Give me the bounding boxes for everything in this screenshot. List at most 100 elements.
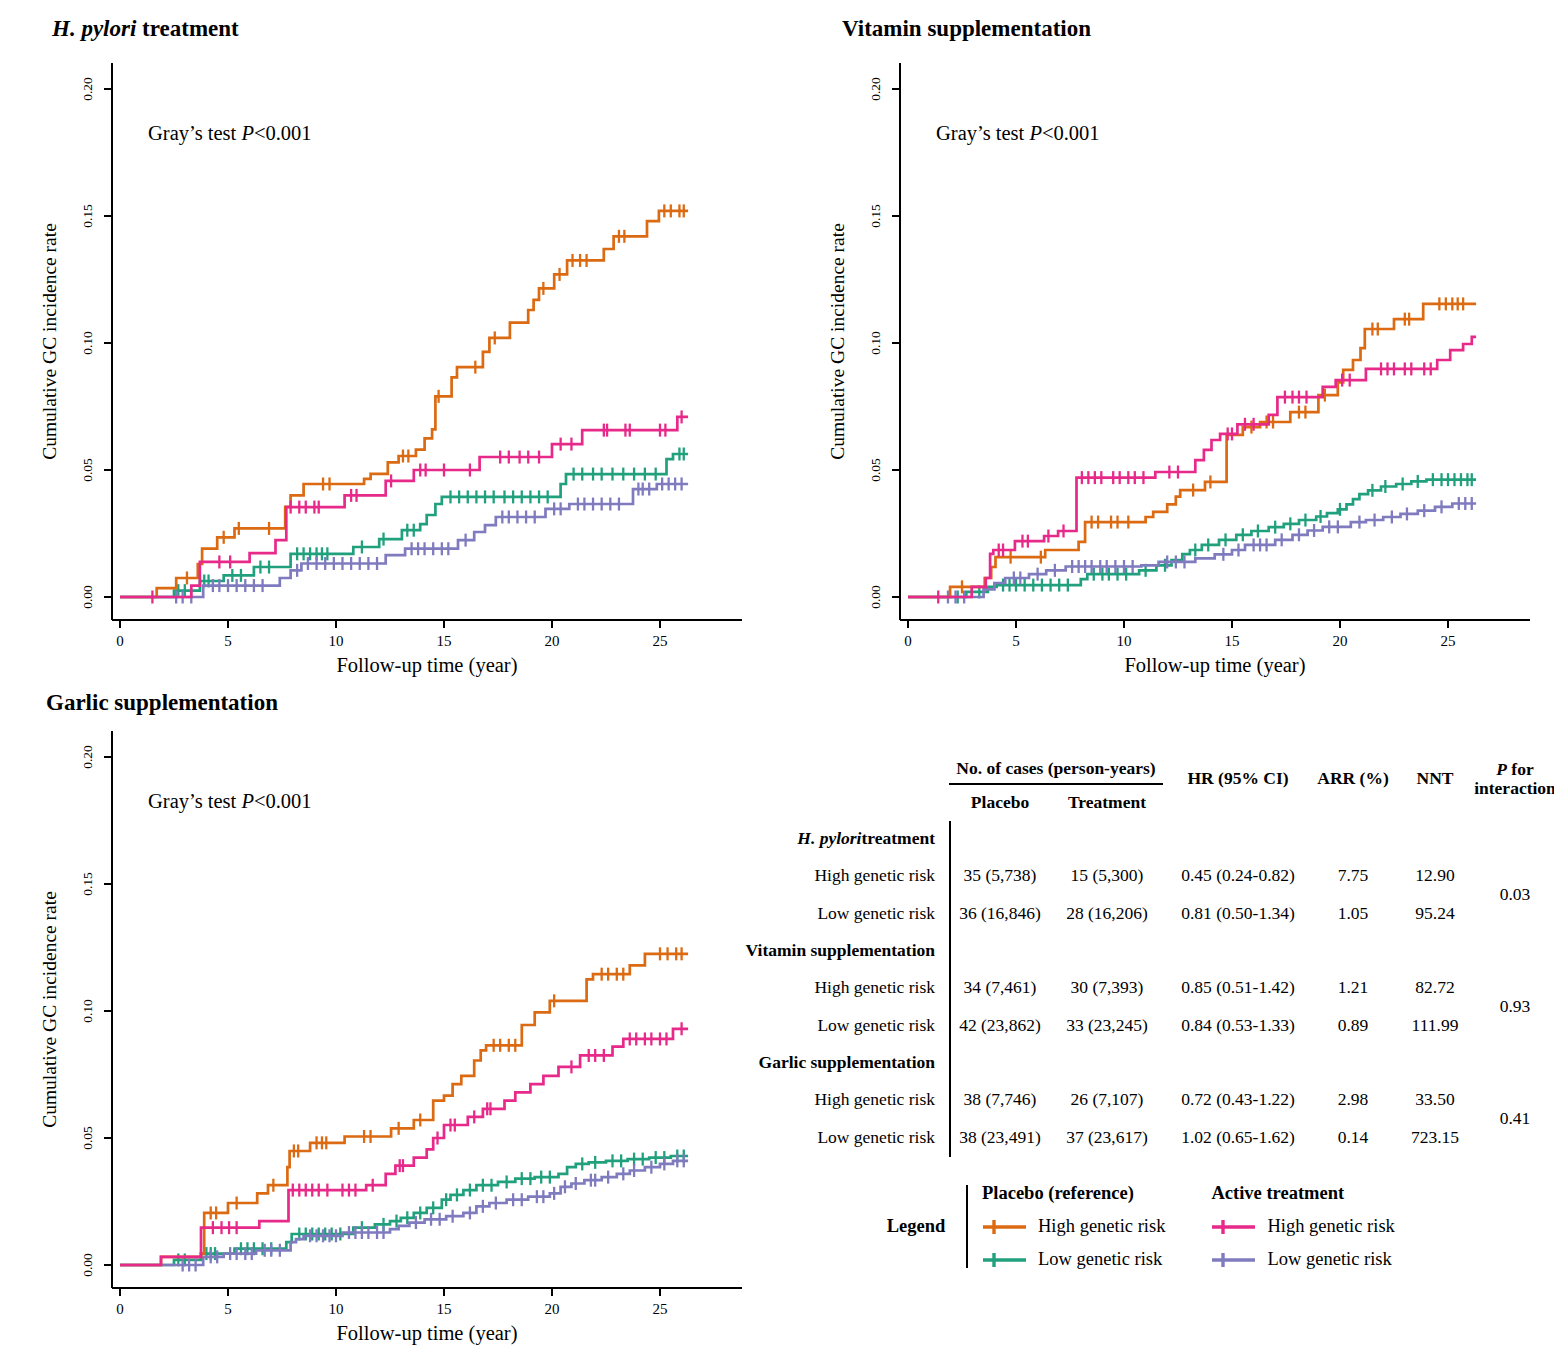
y-tick-label: 0.05 (868, 458, 883, 482)
y-tick-label: 0.10 (80, 999, 95, 1023)
series-curve-placebo_low (908, 480, 1476, 597)
y-tick-label: 0.10 (80, 331, 95, 355)
y-tick-label: 0.20 (80, 77, 95, 101)
table-cell-hr: 0.85 (0.51-1.42) (1163, 969, 1313, 1007)
table-row-label: High genetic risk (753, 969, 949, 1007)
x-tick-label: 15 (437, 633, 452, 649)
x-tick-label: 25 (1441, 633, 1456, 649)
chart-garlic: 0.00 0.05 0.10 0.15 0.20 0 5 10 15 20 25 Cumulative… (30, 668, 770, 1354)
table-cell-placebo: 36 (16,846) (949, 895, 1051, 933)
legend-item-label: Low genetic risk (1267, 1249, 1391, 1270)
table-cell-hr: 0.84 (0.53-1.33) (1163, 1007, 1313, 1045)
x-tick-label: 0 (116, 1301, 124, 1317)
table-header-placebo: Placebo (949, 785, 1051, 821)
table-cell-arr: 0.14 (1313, 1119, 1393, 1157)
legend-swatch-active_high (1211, 1219, 1257, 1235)
table-row-label: High genetic risk (753, 857, 949, 895)
legend-group-header: Placebo (reference) (982, 1183, 1165, 1204)
table-cell-hr: 0.45 (0.24-0.82) (1163, 857, 1313, 895)
legend-group-header: Active treatment (1211, 1183, 1394, 1204)
table-cell-treatment: 15 (5,300) (1051, 857, 1163, 895)
x-tick-label: 15 (437, 1301, 452, 1317)
chart-vitamin: 0.000.050.100.150.200510152025Cumulative… (818, 0, 1554, 690)
censor-marks-placebo_high (211, 947, 682, 1219)
y-tick-label: 0.20 (80, 745, 95, 769)
y-tick-label: 0.00 (80, 1253, 95, 1277)
x-tick-label: 20 (545, 1301, 560, 1317)
y-axis-label: Cumulative GC incidence rate (827, 223, 848, 460)
y-tick-label: 0.05 (80, 458, 95, 482)
table-cell-treatment: 28 (16,206) (1051, 895, 1163, 933)
y-tick-label: 0.15 (868, 204, 883, 228)
figure-canvas: H. pylori treatment Vitamin supplementat… (0, 0, 1554, 1354)
legend-group: Placebo (reference)High genetic riskLow … (982, 1183, 1165, 1270)
table-cell-arr: 7.75 (1313, 857, 1393, 895)
legend-item: Low genetic risk (982, 1249, 1165, 1270)
x-tick-label: 20 (1333, 633, 1348, 649)
grays-test-annotation: Gray’s test P<0.001 (148, 122, 312, 145)
x-tick-label: 10 (329, 633, 344, 649)
table-cell-placebo: 42 (23,862) (949, 1007, 1051, 1045)
y-tick-label: 0.05 (80, 1126, 95, 1150)
table-cell-placebo: 34 (7,461) (949, 969, 1051, 1007)
legend-swatch-placebo_low (982, 1252, 1028, 1268)
results-table: No. of cases (person-years)PlaceboTreatm… (753, 737, 1553, 1157)
series-curve-placebo_high (120, 211, 688, 597)
grays-test-annotation: Gray’s test P<0.001 (936, 122, 1100, 145)
table-row-label: High genetic risk (753, 1081, 949, 1119)
table-header-cases: No. of cases (person-years) (949, 737, 1163, 785)
table-cell-nnt: 95.24 (1393, 895, 1477, 933)
x-tick-label: 0 (116, 633, 124, 649)
table-row-label: Low genetic risk (753, 895, 949, 933)
table-cell-treatment: 30 (7,393) (1051, 969, 1163, 1007)
y-axis-label: Cumulative GC incidence rate (39, 223, 60, 460)
table-cell-arr: 1.21 (1313, 969, 1393, 1007)
table-row-label: Low genetic risk (753, 1119, 949, 1157)
table-header-hr: HR (95% CI) (1163, 737, 1313, 821)
x-tick-label: 5 (224, 633, 232, 649)
table-header-treatment: Treatment (1051, 785, 1163, 821)
y-tick-label: 0.20 (868, 77, 883, 101)
table-header-arr: ARR (%) (1313, 737, 1393, 821)
chart-hpylori: 0.000.050.100.150.200510152025Cumulative… (30, 0, 770, 690)
y-tick-label: 0.15 (80, 204, 95, 228)
x-tick-label: 10 (329, 1301, 344, 1317)
x-tick-label: 15 (1225, 633, 1240, 649)
table-cell-arr: 0.89 (1313, 1007, 1393, 1045)
legend-swatch-active_low (1211, 1252, 1257, 1268)
table-cell-placebo: 38 (7,746) (949, 1081, 1051, 1119)
table-cell-placebo: 35 (5,738) (949, 857, 1051, 895)
x-tick-label: 25 (653, 1301, 668, 1317)
y-tick-label: 0.15 (80, 872, 95, 896)
table-cell-arr: 1.05 (1313, 895, 1393, 933)
table-cell-treatment: 37 (23,617) (1051, 1119, 1163, 1157)
table-cell-hr: 0.81 (0.50-1.34) (1163, 895, 1313, 933)
table-section-label: H. pylori treatment (753, 821, 949, 857)
table-cell-p-interaction: 0.03 (1477, 857, 1553, 933)
table-cell-nnt: 82.72 (1393, 969, 1477, 1007)
legend-title: Legend (872, 1183, 960, 1270)
x-tick-label: 20 (545, 633, 560, 649)
table-cell-placebo: 38 (23,491) (949, 1119, 1051, 1157)
x-tick-label: 5 (1012, 633, 1020, 649)
table-section-label: Garlic supplementation (753, 1045, 949, 1081)
y-axis-label: Cumulative GC incidence rate (39, 891, 60, 1128)
x-tick-label: 5 (224, 1301, 232, 1317)
table-cell-treatment: 33 (23,245) (1051, 1007, 1163, 1045)
table-cell-treatment: 26 (7,107) (1051, 1081, 1163, 1119)
y-tick-label: 0.00 (868, 585, 883, 609)
x-tick-label: 0 (904, 633, 912, 649)
legend-item-label: Low genetic risk (1038, 1249, 1162, 1270)
table-cell-nnt: 723.15 (1393, 1119, 1477, 1157)
censor-marks-active_low (948, 497, 1472, 603)
series-curve-active_high (908, 337, 1476, 597)
table-cell-nnt: 33.50 (1393, 1081, 1477, 1119)
legend-item: Low genetic risk (1211, 1249, 1394, 1270)
legend-swatch-placebo_high (982, 1219, 1028, 1235)
legend-vertical-divider (966, 1185, 968, 1268)
x-tick-label: 10 (1117, 633, 1132, 649)
table-section-label: Vitamin supplementation (753, 933, 949, 969)
y-tick-label: 0.00 (80, 585, 95, 609)
table-header-nnt: NNT (1393, 737, 1477, 821)
table-cell-p-interaction: 0.93 (1477, 969, 1553, 1045)
